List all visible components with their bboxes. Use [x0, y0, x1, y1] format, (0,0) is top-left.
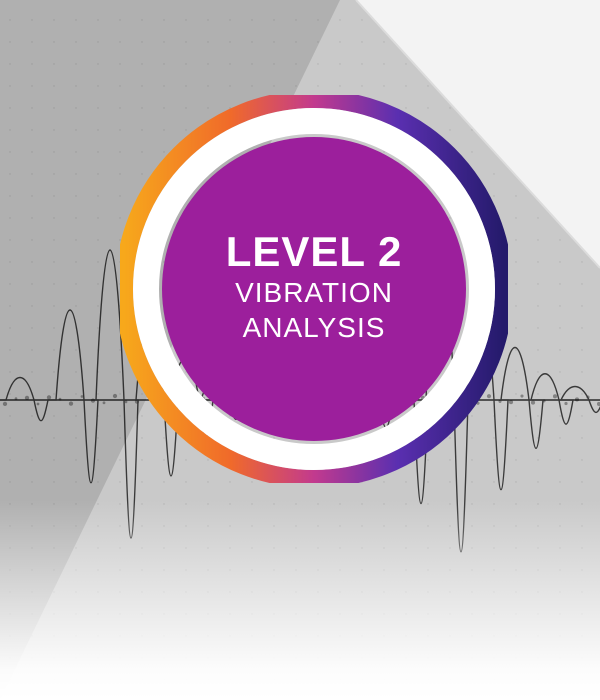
badge-title: LEVEL 2 [184, 230, 444, 274]
bottom-fade [0, 500, 600, 700]
badge-subtitle-line2: ANALYSIS [184, 313, 444, 344]
level-badge: LEVEL 2 VIBRATION ANALYSIS [120, 95, 508, 483]
badge-text: LEVEL 2 VIBRATION ANALYSIS [184, 230, 444, 344]
badge-subtitle-line1: VIBRATION [184, 278, 444, 309]
